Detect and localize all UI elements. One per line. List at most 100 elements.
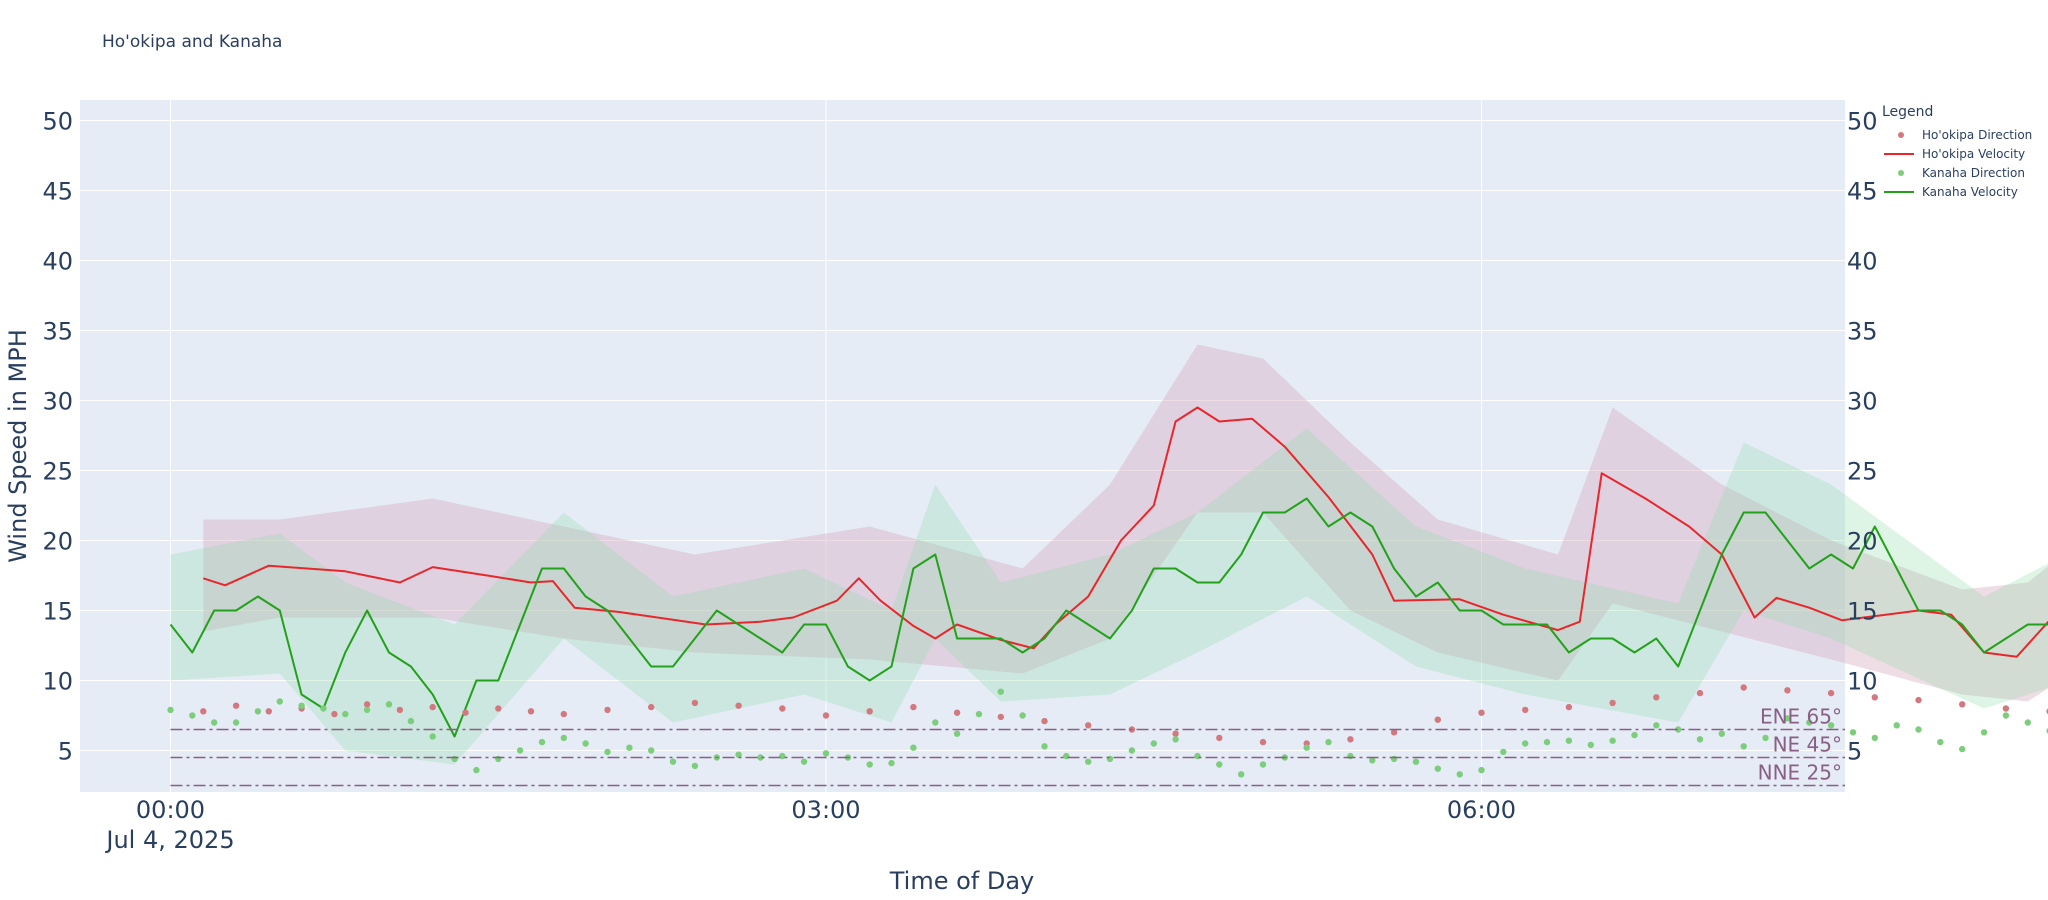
direction-point — [211, 719, 218, 726]
y-tick-label-right: 35 — [1847, 318, 1878, 346]
direction-point — [200, 708, 207, 715]
direction-point — [560, 734, 567, 742]
legend-label: Kanaha Velocity — [1922, 184, 2018, 199]
direction-point — [1675, 726, 1682, 733]
direction-point — [1915, 726, 1922, 733]
velocity-range-band — [203, 344, 2048, 702]
direction-point — [822, 750, 830, 757]
y-tick-label: 35 — [42, 318, 73, 346]
direction-point — [527, 708, 535, 715]
direction-point — [1543, 738, 1551, 746]
legend-item-hookipa-direction[interactable]: Ho'okipa Direction — [1882, 125, 2032, 144]
direction-point — [1238, 771, 1245, 778]
direction-reference-label: NE 45° — [1773, 733, 1842, 757]
y-tick-label: 25 — [42, 458, 73, 486]
y-tick-label-right: 5 — [1847, 738, 1862, 766]
direction-point — [1063, 752, 1070, 760]
direction-point — [363, 701, 371, 708]
direction-point — [1849, 729, 1857, 736]
direction-point — [1128, 747, 1136, 754]
direction-point — [779, 752, 786, 760]
direction-point — [407, 717, 415, 725]
legend-item-kanaha-direction[interactable]: Kanaha Direction — [1882, 163, 2032, 182]
legend-title: Legend — [1882, 104, 1934, 120]
direction-point — [451, 755, 458, 763]
y-tick-label: 15 — [42, 598, 73, 626]
direction-point — [1434, 716, 1442, 723]
y-tick-label-right: 50 — [1847, 108, 1878, 136]
y-tick-label-right: 40 — [1847, 248, 1878, 276]
direction-reference-label: NNE 25° — [1758, 761, 1842, 785]
direction-point — [1041, 743, 1048, 750]
y-tick-label-right: 45 — [1847, 178, 1878, 206]
y-tick-label-right: 15 — [1847, 598, 1878, 626]
direction-point — [1784, 715, 1791, 722]
direction-point — [1259, 761, 1267, 768]
direction-point — [1784, 687, 1791, 694]
direction-point — [735, 702, 742, 709]
direction-point — [2002, 712, 2010, 719]
direction-point — [232, 702, 240, 709]
direction-point — [691, 699, 699, 707]
direction-point — [997, 713, 1004, 721]
legend-item-kanaha-velocity[interactable]: Kanaha Velocity — [1882, 182, 2032, 201]
direction-point — [429, 733, 436, 740]
direction-point — [1653, 694, 1660, 701]
direction-point — [1019, 712, 1026, 719]
direction-point — [1500, 748, 1507, 756]
velocity-line — [169, 497, 2048, 738]
direction-point — [189, 712, 196, 719]
direction-point — [1390, 755, 1398, 763]
y-tick-label: 45 — [42, 178, 73, 206]
direction-point — [1718, 730, 1726, 737]
direction-point — [1456, 771, 1463, 778]
x-axis-title: Time of Day — [889, 867, 1035, 895]
direction-point — [866, 708, 873, 715]
chart-title: Ho'okipa and Kanaha — [102, 32, 283, 52]
direction-point — [1740, 684, 1747, 691]
direction-point — [1172, 730, 1179, 737]
direction-point — [1827, 722, 1835, 729]
x-tick-label: 03:00 — [791, 796, 860, 824]
y-tick-label-right: 10 — [1847, 668, 1878, 696]
velocity-range-band — [170, 428, 2048, 765]
direction-point — [910, 744, 917, 751]
y-tick-label-right: 30 — [1847, 388, 1878, 416]
direction-point — [1478, 766, 1485, 774]
direction-point — [1587, 741, 1595, 749]
direction-point — [1106, 755, 1114, 763]
direction-point — [1980, 729, 1988, 736]
direction-point — [2002, 705, 2010, 712]
direction-point — [276, 698, 283, 705]
direction-point — [953, 730, 961, 737]
direction-point — [800, 758, 808, 765]
direction-point — [1412, 758, 1420, 765]
velocity-range-bands — [170, 344, 2048, 765]
y-tick-label: 10 — [42, 668, 73, 696]
direction-point — [1565, 703, 1573, 711]
x-tick-sublabel: Jul 4, 2025 — [104, 826, 234, 854]
legend-line-marker — [1884, 182, 1916, 201]
direction-point — [1259, 738, 1267, 746]
direction-point — [1827, 689, 1835, 697]
direction-point — [1325, 738, 1332, 746]
legend-label: Ho'okipa Velocity — [1922, 146, 2026, 161]
direction-point — [167, 706, 174, 714]
legend-item-hookipa-velocity[interactable]: Ho'okipa Velocity — [1882, 144, 2032, 163]
direction-point — [1609, 699, 1616, 707]
legend-line-marker — [1884, 144, 1916, 163]
direction-point — [1390, 729, 1398, 736]
legend[interactable]: Legend Ho'okipa Direction Ho'okipa Veloc… — [1882, 104, 2032, 201]
direction-points — [167, 684, 2048, 778]
direction-point — [1216, 734, 1223, 742]
direction-reference-label: ENE 65° — [1760, 705, 1842, 729]
direction-point — [822, 712, 830, 719]
direction-point — [462, 709, 469, 716]
direction-point — [254, 708, 262, 715]
direction-point — [516, 747, 524, 754]
direction-point — [1434, 765, 1442, 772]
x-tick-label: 00:00 — [136, 796, 205, 824]
axes: 5 5 10 10 15 15 20 20 25 25 30 30 35 35 40 40 45 45 50 50 00… — [42, 108, 1878, 855]
direction-point — [1347, 736, 1354, 743]
direction-point — [1565, 737, 1573, 744]
